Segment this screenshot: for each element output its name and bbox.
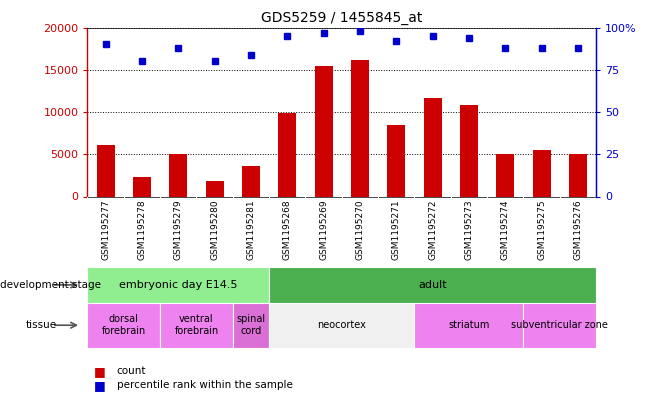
Text: ■: ■ bbox=[94, 378, 106, 392]
Bar bbox=[569, 154, 587, 196]
Bar bbox=[269, 303, 415, 348]
Bar bbox=[269, 267, 596, 303]
Bar bbox=[205, 181, 224, 196]
Bar bbox=[169, 154, 187, 196]
Bar bbox=[97, 145, 115, 196]
Bar bbox=[87, 303, 160, 348]
Text: adult: adult bbox=[419, 280, 447, 290]
Bar bbox=[133, 177, 151, 196]
Bar bbox=[533, 150, 551, 196]
Bar bbox=[388, 125, 406, 196]
Bar bbox=[160, 303, 233, 348]
Text: percentile rank within the sample: percentile rank within the sample bbox=[117, 380, 292, 390]
Text: striatum: striatum bbox=[448, 320, 490, 330]
Title: GDS5259 / 1455845_at: GDS5259 / 1455845_at bbox=[261, 11, 422, 25]
Text: embryonic day E14.5: embryonic day E14.5 bbox=[119, 280, 238, 290]
Bar bbox=[351, 60, 369, 196]
Text: development stage: development stage bbox=[0, 280, 101, 290]
Bar bbox=[314, 66, 332, 196]
Bar bbox=[233, 303, 269, 348]
Text: dorsal
forebrain: dorsal forebrain bbox=[102, 314, 146, 336]
Bar bbox=[524, 303, 596, 348]
Bar bbox=[460, 105, 478, 196]
Bar bbox=[424, 99, 442, 196]
Bar bbox=[87, 267, 269, 303]
Bar bbox=[242, 166, 260, 196]
Text: ventral
forebrain: ventral forebrain bbox=[174, 314, 218, 336]
Text: count: count bbox=[117, 366, 146, 376]
Bar bbox=[496, 154, 515, 196]
Bar bbox=[415, 303, 524, 348]
Text: tissue: tissue bbox=[26, 320, 57, 330]
Text: neocortex: neocortex bbox=[318, 320, 366, 330]
Text: spinal
cord: spinal cord bbox=[237, 314, 266, 336]
Text: ■: ■ bbox=[94, 365, 106, 378]
Text: subventricular zone: subventricular zone bbox=[511, 320, 608, 330]
Bar bbox=[278, 113, 296, 196]
